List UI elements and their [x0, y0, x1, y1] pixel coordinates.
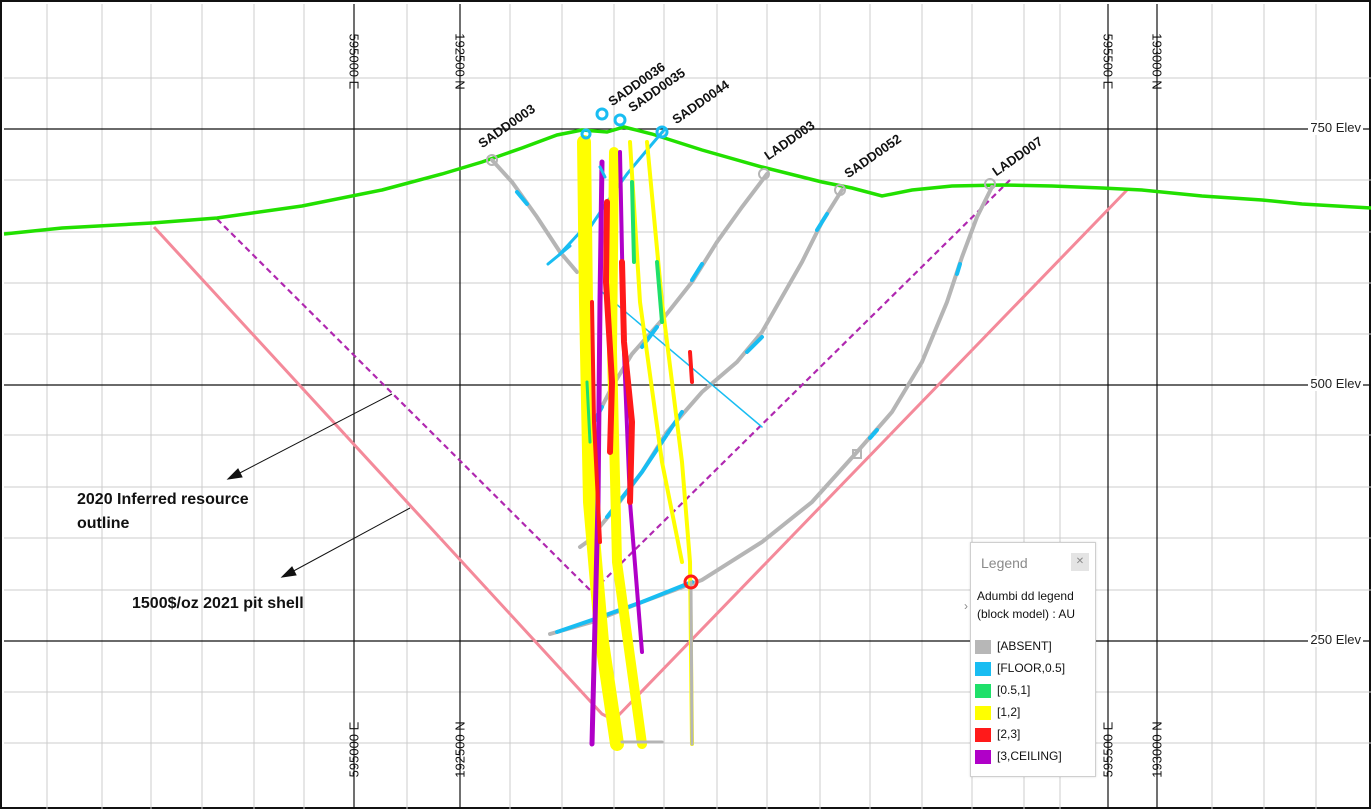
legend-swatch — [975, 706, 991, 720]
legend-swatch — [975, 662, 991, 676]
inferred-annotation-line-2: outline — [77, 515, 130, 532]
inferred-resource-annotation: 2020 Inferred resource outline — [77, 488, 249, 536]
topography-line — [3, 125, 1371, 236]
legend-title: Legend — [981, 555, 1028, 571]
legend-subtitle: Adumbi dd legend (block model) : AU — [977, 587, 1075, 623]
top-coord-595000e: 595000 E — [346, 33, 362, 90]
chevron-right-icon[interactable]: › — [964, 599, 968, 613]
top-coord-595500e: 595500 E — [1100, 33, 1116, 90]
minor-grid — [4, 4, 1371, 809]
inferred-resource-outline — [216, 179, 1011, 594]
legend-swatch — [975, 750, 991, 764]
red-intercept-marker — [683, 574, 699, 590]
bottom-coord-595000e: 595000 E — [346, 721, 362, 778]
legend-item-label: [2,3] — [997, 727, 1021, 741]
close-icon[interactable]: ✕ — [1071, 553, 1089, 571]
pit-shell-annotation: 1500$/oz 2021 pit shell — [132, 595, 304, 612]
elev-label-250: 250 Elev — [1308, 632, 1363, 647]
bottom-coord-193000n: 193000 N — [1149, 721, 1165, 778]
legend-subtitle-line-1: Adumbi dd legend — [977, 589, 1074, 603]
legend-swatch — [975, 728, 991, 742]
legend-panel[interactable]: Legend ✕ › Adumbi dd legend (block model… — [964, 542, 1096, 777]
major-grid — [4, 4, 1371, 809]
top-coord-193000n: 193000 N — [1149, 33, 1165, 90]
collar-markers — [580, 107, 669, 140]
legend-swatch — [975, 640, 991, 654]
legend-item-label: [0.5,1] — [997, 683, 1031, 697]
legend-item-label: [1,2] — [997, 705, 1021, 719]
legend-item-label: [ABSENT] — [997, 639, 1052, 653]
bottom-coord-192500n: 192500 N — [452, 721, 468, 778]
grey-collars — [486, 154, 996, 459]
legend-subtitle-line-2: (block model) : AU — [977, 607, 1076, 621]
elev-label-500: 500 Elev — [1308, 376, 1363, 391]
legend-item-label: [FLOOR,0.5] — [997, 661, 1066, 675]
elev-label-750: 750 Elev — [1308, 120, 1363, 135]
top-coord-192500n: 192500 N — [452, 33, 468, 90]
inferred-annotation-line-1: 2020 Inferred resource — [77, 491, 249, 508]
legend-item-label: [3,CEILING] — [997, 749, 1062, 763]
hole-sadd0003-trace — [490, 158, 579, 274]
legend-swatch — [975, 684, 991, 698]
bottom-coord-595500e: 595500 E — [1100, 721, 1116, 778]
drill-holes — [490, 128, 994, 751]
annotation-arrows — [226, 393, 411, 578]
